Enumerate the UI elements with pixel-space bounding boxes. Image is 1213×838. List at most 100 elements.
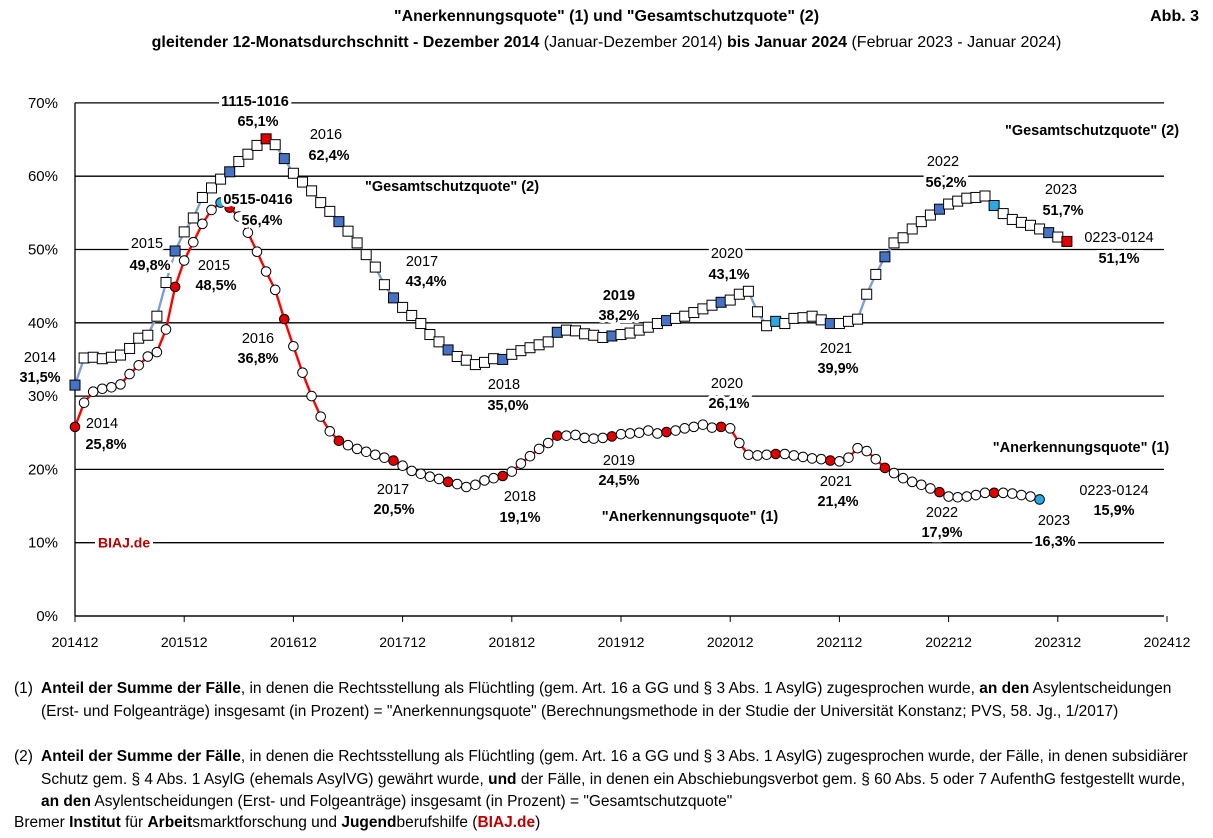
- data-point-square: [797, 312, 809, 324]
- data-point-circle: [715, 421, 727, 433]
- data-point-circle: [488, 472, 499, 484]
- annotation-label: 0223-0124: [1084, 230, 1153, 246]
- data-point-circle: [952, 491, 964, 503]
- data-point-square: [506, 348, 518, 360]
- data-point-square: [779, 318, 791, 330]
- data-point-circle: [997, 487, 1009, 499]
- data-point-circle: [388, 455, 399, 466]
- data-point-circle: [806, 453, 818, 464]
- data-point-square: [260, 133, 272, 145]
- data-point-circle: [633, 427, 645, 439]
- data-point-circle: [215, 197, 226, 208]
- data-point-square: [824, 318, 836, 330]
- data-point-square: [624, 327, 636, 339]
- data-point-square: [570, 325, 581, 337]
- data-point-square: [251, 139, 263, 151]
- data-point-square: [688, 307, 700, 319]
- annotation-label: 26,1%: [708, 396, 749, 412]
- annotation-label: 2016: [310, 127, 342, 143]
- data-point-square: [770, 315, 782, 327]
- data-point-square: [524, 342, 536, 354]
- x-tick-label: 202412: [1144, 634, 1191, 650]
- data-point-circle: [670, 425, 681, 436]
- annotation-label: 2015: [131, 236, 163, 252]
- data-point-square: [124, 342, 136, 354]
- data-point-circle: [197, 218, 208, 230]
- annotation-label: 25,8%: [85, 437, 126, 453]
- x-tick-label: 201812: [488, 634, 535, 650]
- data-point-square: [579, 328, 591, 340]
- data-point-circle: [1025, 491, 1036, 502]
- data-point-circle: [470, 479, 481, 491]
- data-point-square: [806, 310, 818, 322]
- annotation-label: 2023: [1045, 182, 1077, 198]
- data-point-square: [815, 314, 827, 326]
- data-point-circle: [961, 491, 973, 502]
- data-point-square: [351, 237, 363, 249]
- data-point-circle: [1007, 488, 1018, 499]
- data-point-circle: [424, 471, 436, 483]
- data-point-circle: [597, 432, 609, 444]
- data-point-circle: [988, 487, 1000, 499]
- data-point-square: [96, 353, 108, 365]
- data-point-square: [460, 354, 472, 366]
- data-point-circle: [934, 486, 945, 498]
- data-point-square: [278, 153, 290, 165]
- data-point-square: [406, 309, 418, 321]
- data-point-square: [388, 292, 399, 304]
- data-point-square: [715, 296, 727, 308]
- annotation-label: 38,2%: [598, 308, 639, 324]
- data-point-square: [187, 212, 199, 224]
- figure-label: Abb. 3: [1150, 8, 1199, 25]
- data-point-circle: [406, 465, 418, 477]
- annotation-label: 56,2%: [925, 175, 966, 191]
- data-point-square: [451, 351, 463, 363]
- footnote-1: (1) Anteil der Summe der Fälle, in denen…: [14, 680, 1172, 720]
- data-point-square: [843, 315, 854, 327]
- annotation-label: 2014: [24, 350, 56, 366]
- watermark-bg: [95, 531, 153, 552]
- data-point-square: [706, 299, 718, 311]
- data-point-circle: [233, 211, 245, 222]
- data-point-circle: [825, 455, 836, 466]
- data-point-circle: [451, 478, 463, 490]
- annotation-label: "Anerkennungsquote" (1): [602, 509, 779, 525]
- data-point-circle: [269, 284, 281, 296]
- annotation-label: 19,1%: [499, 510, 540, 526]
- data-point-circle: [624, 428, 636, 439]
- footnote-2: (2) Anteil der Summe der Fälle, in denen…: [14, 748, 1188, 810]
- data-point-circle: [533, 443, 545, 455]
- annotation-label: 0515-0416: [223, 192, 292, 208]
- data-point-circle: [916, 479, 927, 491]
- annotation-label: 21,4%: [817, 494, 858, 510]
- data-point-circle: [124, 368, 135, 380]
- data-point-circle: [970, 489, 982, 501]
- data-point-circle: [206, 204, 217, 216]
- data-point-circle: [360, 446, 372, 458]
- annotation-label: 2020: [711, 376, 743, 392]
- annotation-label: 2020: [711, 246, 743, 262]
- annotation-label: 2014: [86, 416, 118, 432]
- annotation-label: 51,1%: [1098, 251, 1139, 267]
- data-point-square: [497, 353, 509, 365]
- data-point-circle: [306, 390, 317, 402]
- data-point-circle: [370, 449, 381, 461]
- data-point-square: [1034, 223, 1046, 235]
- data-point-circle: [724, 423, 736, 434]
- data-point-square: [315, 197, 327, 209]
- data-point-circle: [242, 227, 254, 238]
- data-point-circle: [652, 428, 663, 439]
- annotation-label: 2022: [926, 505, 958, 521]
- data-point-square: [115, 349, 126, 361]
- data-point-circle: [788, 450, 800, 461]
- data-point-square: [233, 156, 245, 168]
- data-point-circle: [324, 425, 336, 437]
- data-point-circle: [1034, 494, 1045, 505]
- data-point-square: [606, 330, 618, 342]
- data-point-circle: [643, 425, 654, 436]
- data-point-circle: [897, 472, 909, 484]
- data-point-square: [424, 329, 436, 341]
- data-point-square: [642, 321, 654, 333]
- x-tick-label: 202312: [1034, 634, 1081, 650]
- data-point-circle: [743, 449, 754, 461]
